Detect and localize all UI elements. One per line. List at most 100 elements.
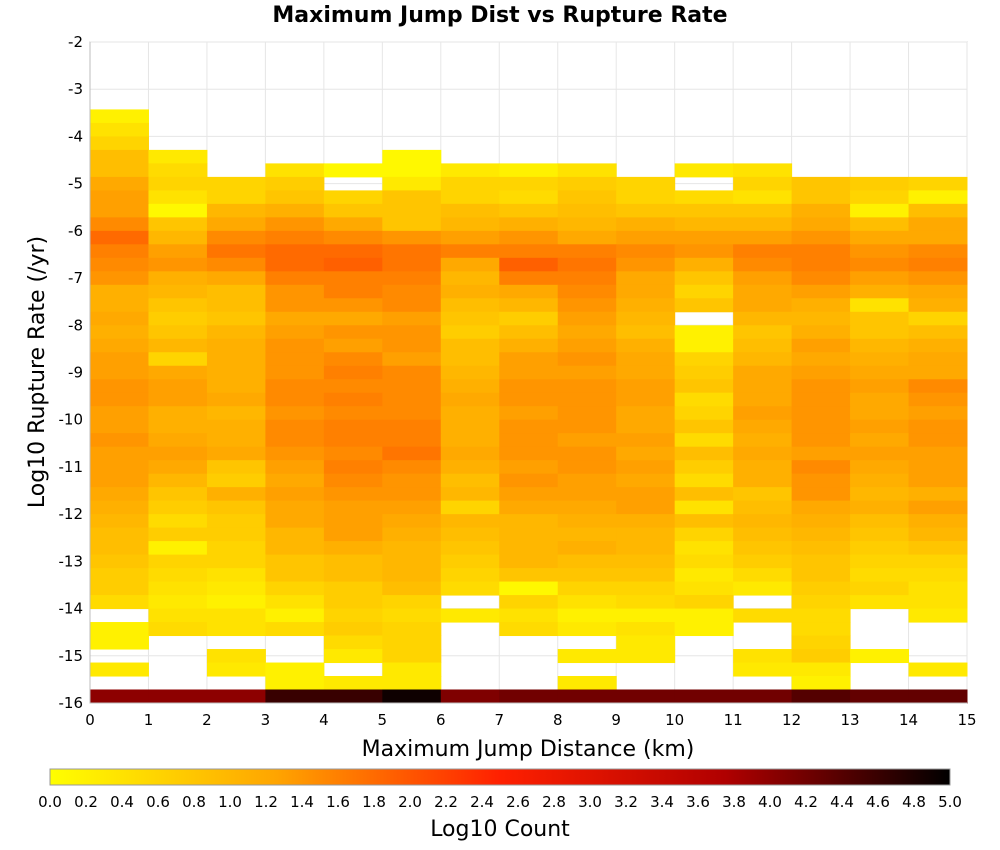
heatmap-cell bbox=[323, 365, 383, 380]
heatmap-cell bbox=[791, 649, 851, 664]
heatmap-cell bbox=[674, 500, 734, 515]
heatmap-cell bbox=[850, 217, 910, 232]
heatmap-cell bbox=[323, 325, 383, 340]
colorbar-tick-label: 3.0 bbox=[578, 793, 602, 811]
y-tick-label: -6 bbox=[68, 222, 83, 240]
heatmap-cell bbox=[440, 541, 500, 556]
heatmap-cell bbox=[791, 635, 851, 650]
heatmap-cell bbox=[791, 244, 851, 259]
heatmap-cell bbox=[616, 311, 676, 326]
colorbar-tick-label: 4.8 bbox=[902, 793, 926, 811]
heatmap-cell bbox=[440, 581, 500, 596]
heatmap-cell bbox=[90, 352, 149, 367]
heatmap-cell bbox=[557, 554, 617, 569]
heatmap-cell bbox=[440, 230, 500, 245]
x-tick-label: 3 bbox=[261, 711, 271, 729]
heatmap-cell bbox=[850, 500, 910, 515]
heatmap-cell bbox=[499, 487, 559, 502]
heatmap-cell bbox=[382, 338, 442, 353]
heatmap-cell bbox=[440, 568, 500, 583]
heatmap-cell bbox=[90, 581, 149, 596]
heatmap-cell bbox=[323, 284, 383, 299]
heatmap-cell bbox=[148, 298, 208, 313]
heatmap-cell bbox=[265, 325, 325, 340]
x-tick-label: 6 bbox=[436, 711, 446, 729]
heatmap-cell bbox=[850, 325, 910, 340]
heatmap-cell bbox=[791, 514, 851, 529]
heatmap-cell bbox=[499, 433, 559, 448]
heatmap-cell bbox=[616, 284, 676, 299]
heatmap-cell bbox=[557, 689, 617, 704]
heatmap-cell bbox=[616, 203, 676, 218]
heatmap-cell bbox=[499, 365, 559, 380]
heatmap-cell bbox=[674, 325, 734, 340]
heatmap-cell bbox=[440, 176, 500, 191]
heatmap-cell bbox=[557, 190, 617, 205]
heatmap-cell bbox=[674, 284, 734, 299]
heatmap-cell bbox=[499, 257, 559, 272]
heatmap-cell bbox=[323, 406, 383, 421]
heatmap-cell bbox=[791, 325, 851, 340]
heatmap-cell bbox=[265, 675, 325, 690]
heatmap-cell bbox=[850, 554, 910, 569]
heatmap-cell bbox=[733, 446, 793, 461]
y-tick-label: -13 bbox=[59, 552, 84, 570]
heatmap-cell bbox=[908, 257, 968, 272]
heatmap-cell bbox=[90, 473, 149, 488]
heatmap-cell bbox=[206, 176, 266, 191]
heatmap-cell bbox=[791, 473, 851, 488]
heatmap-cell bbox=[265, 689, 325, 704]
heatmap-cell bbox=[499, 230, 559, 245]
heatmap-cell bbox=[148, 176, 208, 191]
heatmap-cell bbox=[90, 122, 149, 137]
heatmap-cell bbox=[850, 379, 910, 394]
heatmap-cell bbox=[90, 284, 149, 299]
x-tick-label: 0 bbox=[85, 711, 95, 729]
heatmap-cell bbox=[382, 230, 442, 245]
heatmap-cell bbox=[206, 190, 266, 205]
heatmap-cell bbox=[908, 460, 968, 475]
heatmap-cell bbox=[557, 419, 617, 434]
heatmap-cell bbox=[440, 500, 500, 515]
heatmap-cell bbox=[850, 649, 910, 664]
heatmap-cell bbox=[674, 527, 734, 542]
heatmap-cell bbox=[674, 203, 734, 218]
heatmap-cell bbox=[908, 487, 968, 502]
heatmap-cell bbox=[733, 473, 793, 488]
heatmap-cell bbox=[791, 365, 851, 380]
heatmap-cell bbox=[323, 689, 383, 704]
heatmap-cell bbox=[148, 271, 208, 286]
heatmap-cell bbox=[791, 298, 851, 313]
heatmap-cell bbox=[323, 514, 383, 529]
heatmap-cell bbox=[557, 298, 617, 313]
heatmap-cell bbox=[791, 190, 851, 205]
heatmap-cell bbox=[90, 446, 149, 461]
heatmap-cell bbox=[616, 352, 676, 367]
heatmap-cell bbox=[382, 608, 442, 623]
heatmap-cell bbox=[323, 379, 383, 394]
heatmap-cell bbox=[908, 419, 968, 434]
heatmap-cell bbox=[265, 163, 325, 178]
heatmap-cell bbox=[850, 689, 910, 704]
heatmap-cell bbox=[733, 487, 793, 502]
colorbar-tick-label: 0.2 bbox=[74, 793, 98, 811]
heatmap-cell bbox=[499, 311, 559, 326]
heatmap-cell bbox=[206, 473, 266, 488]
colorbar-tick-label: 1.6 bbox=[326, 793, 350, 811]
heatmap-cell bbox=[148, 541, 208, 556]
heatmap-cell bbox=[499, 622, 559, 637]
heatmap-cell bbox=[323, 635, 383, 650]
heatmap-cell bbox=[90, 527, 149, 542]
heatmap-cell bbox=[674, 365, 734, 380]
x-tick-label: 8 bbox=[553, 711, 563, 729]
heatmap-cell bbox=[908, 392, 968, 407]
heatmap-cell bbox=[908, 446, 968, 461]
heatmap-cell bbox=[206, 365, 266, 380]
heatmap-cell bbox=[850, 446, 910, 461]
heatmap-cell bbox=[148, 149, 208, 164]
heatmap-cell bbox=[382, 379, 442, 394]
heatmap-cell bbox=[323, 541, 383, 556]
heatmap-cell bbox=[733, 541, 793, 556]
heatmap-cell bbox=[791, 460, 851, 475]
heatmap-cell bbox=[791, 622, 851, 637]
